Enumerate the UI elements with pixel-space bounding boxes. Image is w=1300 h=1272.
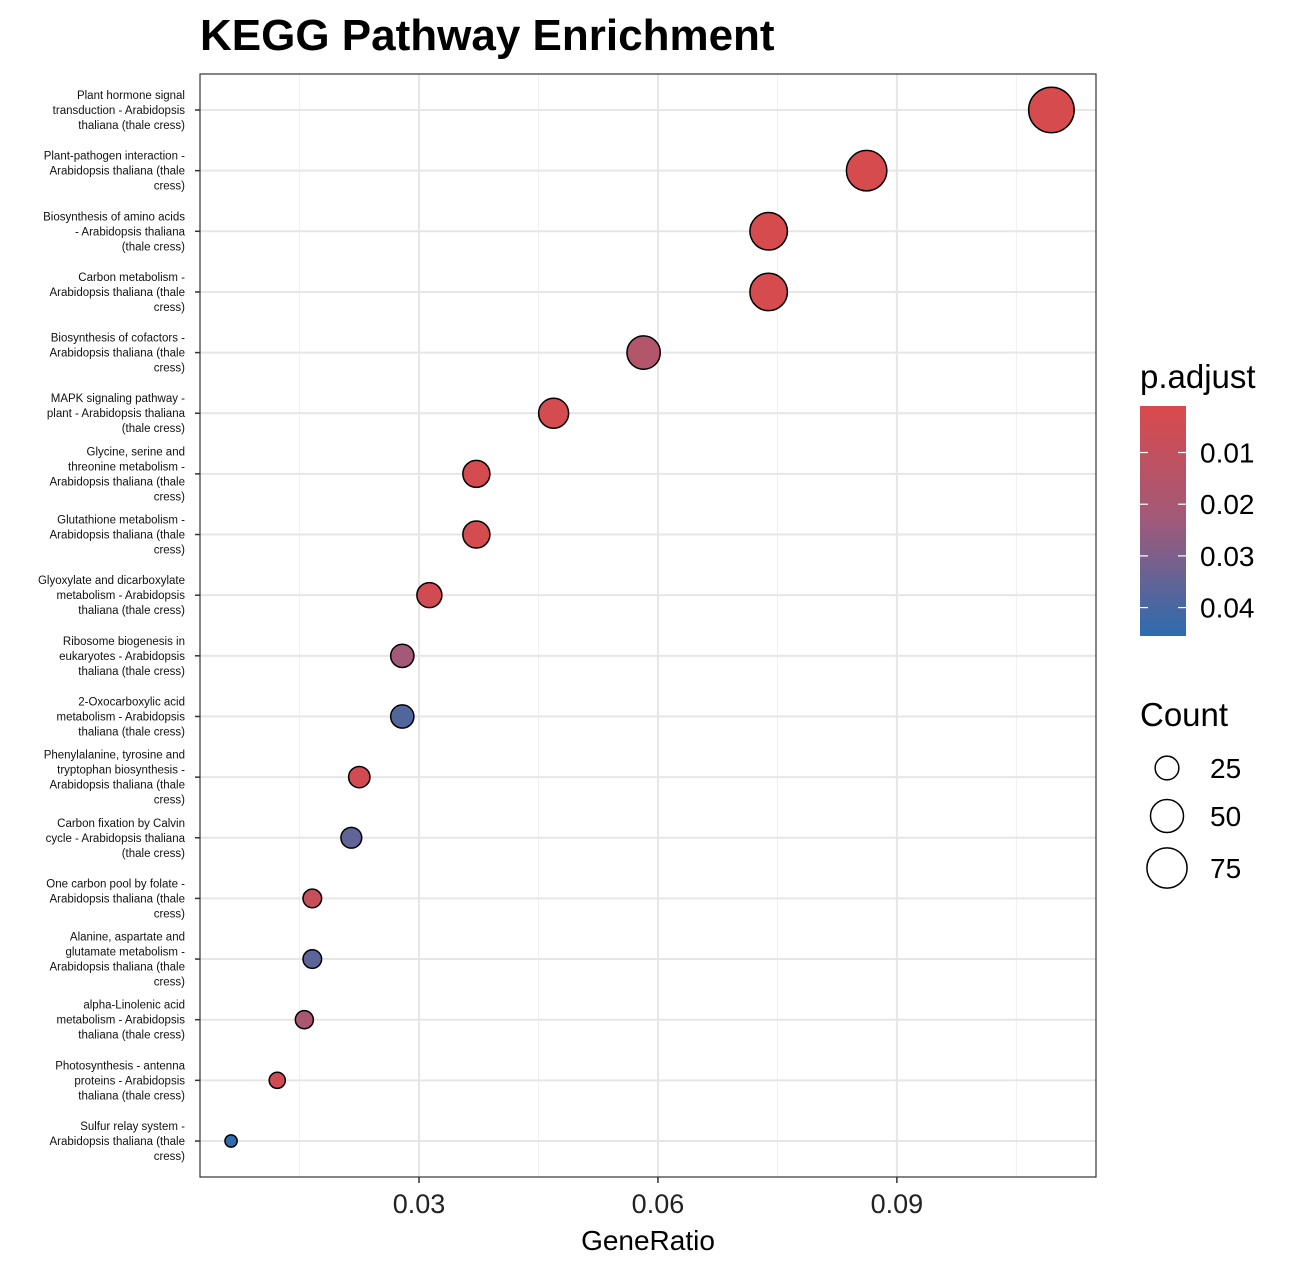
y-tick-label: 2-Oxocarboxylic acid metabolism - Arabido…	[57, 696, 186, 738]
size-legend-label: 50	[1210, 801, 1241, 832]
x-axis-label: GeneRatio	[581, 1225, 715, 1256]
data-point	[416, 581, 443, 609]
y-tick-label: Carbon fixation by Calvin cycle - Arabido…	[46, 818, 186, 860]
data-point	[302, 948, 323, 970]
data-point	[294, 1009, 315, 1030]
color-legend-tick-label: 0.03	[1200, 541, 1255, 572]
size-legend-circle	[1146, 847, 1188, 889]
color-legend-title: p.adjust	[1140, 358, 1256, 395]
size-legend-circle	[1154, 755, 1180, 781]
grid-lines	[200, 74, 1096, 1177]
y-tick-label: Biosynthesis of cofactors -Arabidopsis t…	[49, 333, 185, 375]
y-tick-label: alpha-Linolenic acid metabolism - Arabido…	[57, 1000, 186, 1042]
y-tick-label: One carbon pool by folate -Arabidopsis t…	[46, 878, 185, 920]
data-point	[347, 765, 371, 789]
size-legend-title: Count	[1140, 696, 1228, 733]
plot-panel-border	[199, 73, 1097, 1178]
color-legend-bar	[1140, 406, 1186, 636]
y-axis: Plant hormone signal transduction - Arabi…	[38, 90, 200, 1163]
x-tick-label: 0.03	[393, 1189, 446, 1219]
data-point	[845, 149, 888, 192]
y-tick-label: Plant hormone signal transduction - Arabi…	[53, 90, 186, 132]
y-tick-label: Glutathione metabolism -Arabidopsis thal…	[49, 515, 185, 557]
data-point	[389, 704, 415, 729]
data-point	[537, 397, 570, 429]
y-tick-label: Phenylalanine, tyrosine and tryptophan bi…	[44, 750, 185, 807]
y-tick-label: Ribosome biogenesis in eukaryotes - Arabi…	[59, 636, 185, 678]
data-point	[1027, 86, 1075, 134]
y-tick-label: Glyoxylate and dicarboxylate metabolism -…	[38, 575, 185, 617]
size-legend-label: 75	[1210, 853, 1241, 884]
y-tick-label: Biosynthesis of amino acids - Arabidopsis…	[43, 211, 185, 253]
x-axis: 0.03 0.06 0.09	[393, 1177, 923, 1219]
y-tick-label: Plant-pathogen interaction -Arabidopsis …	[44, 151, 185, 193]
color-legend-tick-label: 0.04	[1200, 593, 1255, 624]
size-legend-label: 25	[1210, 753, 1241, 784]
x-tick-label: 0.06	[632, 1189, 685, 1219]
data-point	[340, 826, 363, 849]
x-tick-label: 0.09	[871, 1189, 924, 1219]
y-tick-label: Glycine, serine and threonine metabolism …	[49, 446, 185, 503]
y-tick-label: MAPK signaling pathway -plant - Arabidop…	[47, 393, 186, 435]
data-point	[749, 272, 789, 312]
data-point	[389, 643, 415, 669]
color-legend: p.adjust 0.01 0.02 0.03 0.04	[1140, 358, 1256, 636]
color-legend-tick-label: 0.02	[1200, 489, 1255, 520]
data-point	[302, 888, 323, 909]
size-legend-circle	[1149, 798, 1185, 834]
data-points	[224, 86, 1075, 1148]
data-point	[224, 1134, 238, 1148]
chart-title: KEGG Pathway Enrichment	[200, 11, 775, 60]
y-tick-label: Sulfur relay system -Arabidopsis thalian…	[49, 1121, 185, 1163]
y-tick-label: Alanine, aspartate and glutamate metaboli…	[49, 932, 185, 989]
data-point	[626, 335, 662, 371]
y-tick-label: Photosynthesis - antenna proteins - Arabi…	[55, 1060, 185, 1102]
color-legend-tick-label: 0.01	[1200, 438, 1255, 469]
data-point	[462, 459, 491, 489]
data-point	[268, 1071, 287, 1090]
y-tick-label: Carbon metabolism -Arabidopsis thaliana …	[49, 272, 185, 314]
data-point	[462, 520, 491, 549]
size-legend: Count 25 50 75	[1140, 696, 1241, 889]
data-point	[749, 211, 789, 251]
